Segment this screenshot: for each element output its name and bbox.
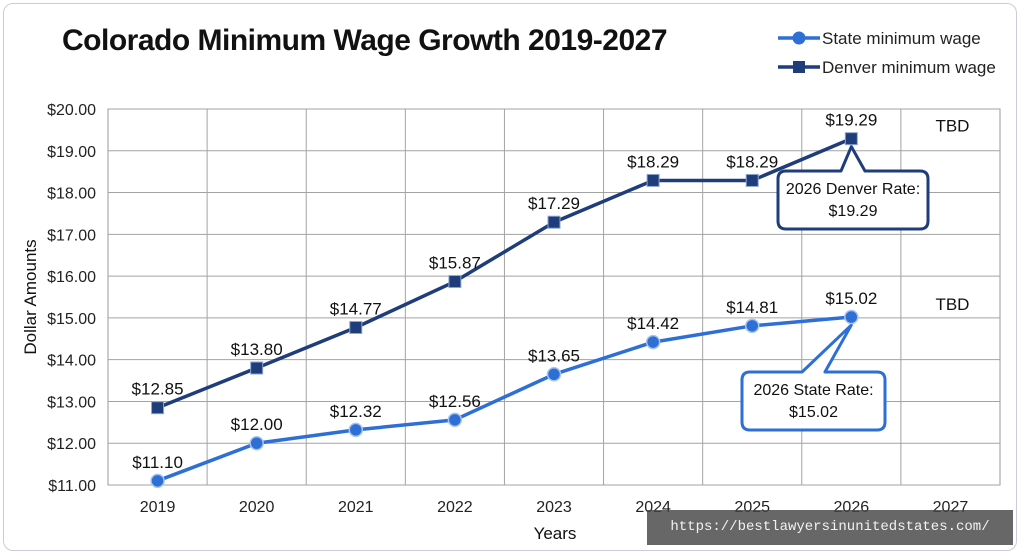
data-label: $12.32 <box>330 402 382 421</box>
y-tick-label: $19.00 <box>47 144 96 161</box>
legend-label: State minimum wage <box>822 29 981 48</box>
data-point-marker <box>844 132 858 146</box>
data-label: $12.85 <box>132 380 184 399</box>
data-point-marker <box>646 173 660 187</box>
callout-box <box>740 323 887 432</box>
y-tick-label: $13.00 <box>47 394 96 411</box>
data-label: $13.80 <box>231 340 283 359</box>
x-tick-label: 2021 <box>338 499 374 516</box>
chart-title: Colorado Minimum Wage Growth 2019-2027 <box>62 24 668 57</box>
legend-marker <box>793 61 805 73</box>
callout-box <box>776 145 930 231</box>
legend-label: Denver minimum wage <box>822 58 996 77</box>
y-tick-label: $14.00 <box>47 353 96 370</box>
series-line <box>156 315 852 483</box>
series-line <box>156 137 853 410</box>
callout-text: 2026 Denver Rate: <box>786 181 920 198</box>
x-tick-label: 2023 <box>536 499 572 516</box>
y-tick-label: $15.00 <box>47 311 96 328</box>
y-tick-label: $11.00 <box>48 478 96 495</box>
data-point-marker <box>745 173 759 187</box>
callout-text: 2026 State Rate: <box>753 382 873 399</box>
callout-text: $15.02 <box>789 404 838 421</box>
legend-marker <box>792 31 806 45</box>
data-point-marker <box>348 422 364 438</box>
data-label: $19.29 <box>825 111 877 130</box>
data-point-marker <box>250 361 264 375</box>
data-point-marker <box>447 412 463 428</box>
data-label: $18.29 <box>627 152 679 171</box>
data-point-marker <box>249 435 264 451</box>
data-point-marker <box>349 320 363 334</box>
data-label: $15.87 <box>429 254 481 273</box>
data-point-marker <box>151 401 165 415</box>
data-label: $11.10 <box>132 453 183 472</box>
data-label: $12.00 <box>231 415 283 434</box>
data-label: $15.02 <box>825 289 877 308</box>
y-tick-label: $16.00 <box>47 269 96 286</box>
y-tick-label: $20.00 <box>47 102 96 119</box>
data-point-marker <box>844 309 859 325</box>
data-label: $12.56 <box>429 392 481 411</box>
y-tick-label: $12.00 <box>47 436 96 453</box>
data-label-tbd: TBD <box>935 117 969 136</box>
x-axis-label: Years <box>534 524 577 543</box>
data-point-marker <box>546 367 562 382</box>
data-point-marker <box>645 334 661 350</box>
y-tick-label: $17.00 <box>47 227 96 244</box>
x-tick-label: 2022 <box>437 499 473 516</box>
callout-text: $19.29 <box>829 203 878 220</box>
data-label: $17.29 <box>528 194 580 213</box>
data-point-marker <box>744 318 760 334</box>
y-tick-label: $18.00 <box>47 186 96 203</box>
data-label: $14.81 <box>726 298 778 317</box>
x-tick-label: 2019 <box>140 499 176 516</box>
data-label: $14.77 <box>330 299 382 318</box>
data-label: $18.29 <box>726 152 778 171</box>
x-tick-label: 2020 <box>239 499 275 516</box>
data-point-marker <box>448 275 462 289</box>
data-point-marker <box>547 215 561 229</box>
watermark-url: https://bestlawyersinunitedstates.com/ <box>647 510 1013 545</box>
data-label: $13.65 <box>528 346 580 365</box>
data-label: $14.42 <box>627 314 679 333</box>
y-axis-label: Dollar Amounts <box>21 239 40 354</box>
data-point-marker <box>150 473 165 489</box>
data-label-tbd: TBD <box>935 295 969 314</box>
